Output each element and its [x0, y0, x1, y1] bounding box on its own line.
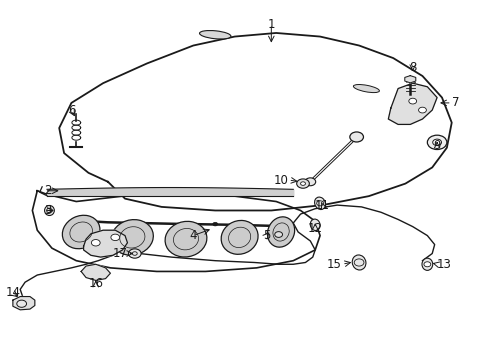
Polygon shape: [387, 83, 436, 125]
Text: 1: 1: [267, 18, 275, 31]
Text: 6: 6: [67, 104, 75, 117]
Circle shape: [427, 135, 446, 149]
Text: 3: 3: [44, 204, 52, 217]
Ellipse shape: [199, 31, 230, 39]
Ellipse shape: [111, 220, 153, 255]
Text: 13: 13: [436, 258, 451, 271]
Ellipse shape: [44, 206, 54, 216]
Text: 10: 10: [273, 174, 288, 186]
Text: 8: 8: [408, 60, 416, 73]
Circle shape: [305, 178, 315, 186]
Ellipse shape: [267, 217, 294, 247]
Text: 17: 17: [112, 247, 127, 260]
Text: 2: 2: [44, 184, 52, 197]
Polygon shape: [13, 297, 35, 310]
Circle shape: [300, 182, 305, 185]
Circle shape: [432, 139, 441, 145]
Text: 11: 11: [314, 199, 329, 212]
Text: 4: 4: [189, 229, 197, 242]
Circle shape: [212, 222, 217, 226]
Ellipse shape: [165, 221, 206, 257]
Ellipse shape: [62, 215, 100, 249]
Polygon shape: [404, 76, 415, 83]
Text: 5: 5: [262, 229, 269, 242]
Text: 12: 12: [307, 222, 322, 235]
Text: 9: 9: [432, 139, 440, 152]
Ellipse shape: [351, 255, 365, 270]
Circle shape: [349, 132, 363, 142]
Text: 15: 15: [326, 258, 341, 271]
Circle shape: [128, 249, 141, 258]
Ellipse shape: [310, 219, 320, 230]
Circle shape: [17, 300, 26, 307]
Polygon shape: [83, 230, 127, 257]
Ellipse shape: [221, 220, 258, 254]
Ellipse shape: [314, 197, 325, 210]
Text: 16: 16: [88, 278, 103, 291]
Circle shape: [423, 262, 430, 267]
Circle shape: [91, 239, 100, 246]
Circle shape: [111, 234, 120, 240]
Circle shape: [418, 107, 426, 113]
Circle shape: [274, 231, 282, 237]
Text: 7: 7: [451, 96, 458, 109]
Circle shape: [408, 98, 416, 104]
Polygon shape: [81, 264, 110, 280]
Text: 14: 14: [5, 287, 20, 300]
Ellipse shape: [353, 85, 379, 93]
Circle shape: [296, 179, 309, 188]
Ellipse shape: [421, 258, 432, 270]
